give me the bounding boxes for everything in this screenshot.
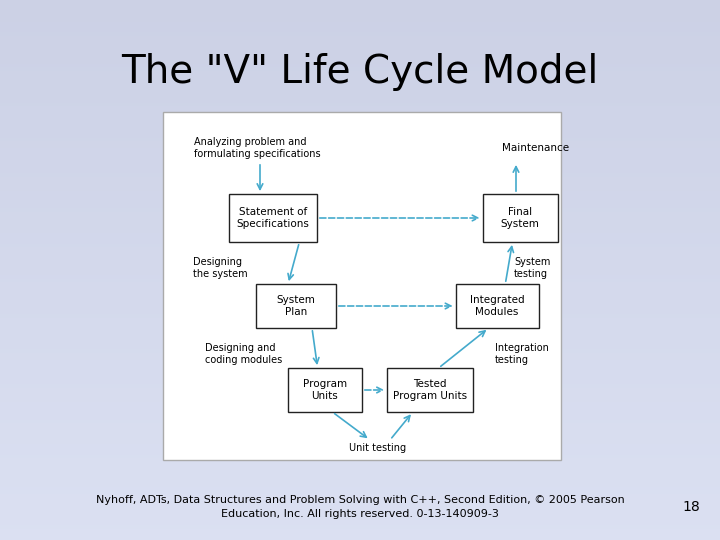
Text: Statement of
Specifications: Statement of Specifications <box>237 207 310 229</box>
Bar <box>482 194 557 242</box>
Bar <box>387 368 473 412</box>
Text: System
testing: System testing <box>514 257 550 279</box>
Text: Program
Units: Program Units <box>303 379 347 401</box>
Text: Nyhoff, ADTs, Data Structures and Problem Solving with C++, Second Edition, © 20: Nyhoff, ADTs, Data Structures and Proble… <box>96 495 624 505</box>
Text: Integration
testing: Integration testing <box>495 343 549 365</box>
Text: Unit testing: Unit testing <box>349 443 407 453</box>
Text: Integrated
Modules: Integrated Modules <box>469 295 524 317</box>
Bar <box>456 284 539 328</box>
Text: Analyzing problem and
formulating specifications: Analyzing problem and formulating specif… <box>194 137 320 159</box>
Text: 18: 18 <box>683 500 700 514</box>
Text: Designing
the system: Designing the system <box>193 257 248 279</box>
Text: Education, Inc. All rights reserved. 0-13-140909-3: Education, Inc. All rights reserved. 0-1… <box>221 509 499 519</box>
Bar <box>229 194 317 242</box>
Text: System
Plan: System Plan <box>276 295 315 317</box>
Text: Maintenance: Maintenance <box>502 143 569 153</box>
Text: Designing and
coding modules: Designing and coding modules <box>205 343 282 365</box>
Text: The "V" Life Cycle Model: The "V" Life Cycle Model <box>122 53 598 91</box>
Text: Tested
Program Units: Tested Program Units <box>393 379 467 401</box>
Text: Final
System: Final System <box>500 207 539 229</box>
Bar <box>288 368 362 412</box>
Bar <box>163 112 561 460</box>
Bar <box>256 284 336 328</box>
